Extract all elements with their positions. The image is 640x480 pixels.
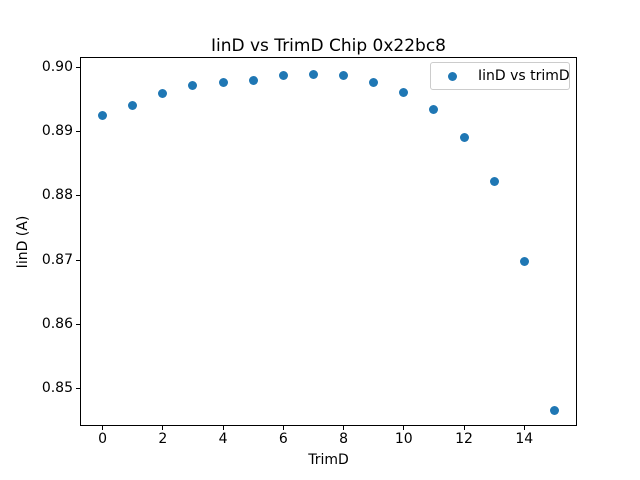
x-tick-mark xyxy=(162,426,164,430)
plot-area xyxy=(80,57,577,426)
data-point xyxy=(158,88,168,98)
y-tick-label: 0.87 xyxy=(41,251,73,268)
data-point xyxy=(519,256,529,266)
data-point xyxy=(339,71,349,81)
x-tick-label: 2 xyxy=(158,431,168,447)
data-point xyxy=(128,100,138,110)
legend: IinD vs trimD xyxy=(430,62,570,90)
chart-title: IinD vs TrimD Chip 0x22bc8 xyxy=(210,36,446,56)
data-point xyxy=(489,176,499,186)
x-tick-label: 12 xyxy=(455,431,473,447)
x-tick-mark xyxy=(102,426,104,430)
x-tick-label: 6 xyxy=(278,431,288,447)
x-tick-label: 10 xyxy=(394,431,413,447)
x-tick-mark xyxy=(282,426,284,430)
data-point xyxy=(369,77,379,87)
y-tick-label: 0.85 xyxy=(41,380,73,397)
data-point xyxy=(308,69,318,79)
data-point xyxy=(98,111,108,120)
y-tick-label: 0.89 xyxy=(41,123,73,140)
x-tick-mark xyxy=(343,426,345,430)
legend-marker-icon xyxy=(448,71,457,81)
y-tick-mark xyxy=(76,195,80,197)
data-point xyxy=(399,87,409,97)
x-tick-label: 0 xyxy=(98,431,108,447)
y-tick-label: 0.86 xyxy=(41,315,73,332)
y-tick-mark xyxy=(76,388,80,390)
x-tick-label: 4 xyxy=(218,431,228,447)
data-point xyxy=(218,78,228,88)
data-point xyxy=(188,81,198,91)
x-axis-label: TrimD xyxy=(308,452,349,468)
x-tick-label: 8 xyxy=(339,431,348,447)
y-tick-mark xyxy=(76,131,80,133)
x-tick-mark xyxy=(403,426,405,430)
y-tick-mark xyxy=(76,66,80,68)
y-axis-label: IinD (A) xyxy=(15,215,31,269)
data-point xyxy=(248,75,258,85)
legend-label: IinD vs trimD xyxy=(478,68,570,84)
data-point xyxy=(459,132,469,142)
data-point xyxy=(429,104,439,114)
y-tick-label: 0.90 xyxy=(41,58,73,75)
data-point xyxy=(549,406,559,416)
y-tick-label: 0.88 xyxy=(41,187,73,204)
x-tick-mark xyxy=(463,426,465,430)
x-tick-mark xyxy=(523,426,525,430)
data-point xyxy=(278,71,288,81)
y-tick-mark xyxy=(76,323,80,325)
x-tick-label: 14 xyxy=(515,431,534,447)
y-tick-mark xyxy=(76,259,80,261)
x-tick-mark xyxy=(222,426,224,430)
